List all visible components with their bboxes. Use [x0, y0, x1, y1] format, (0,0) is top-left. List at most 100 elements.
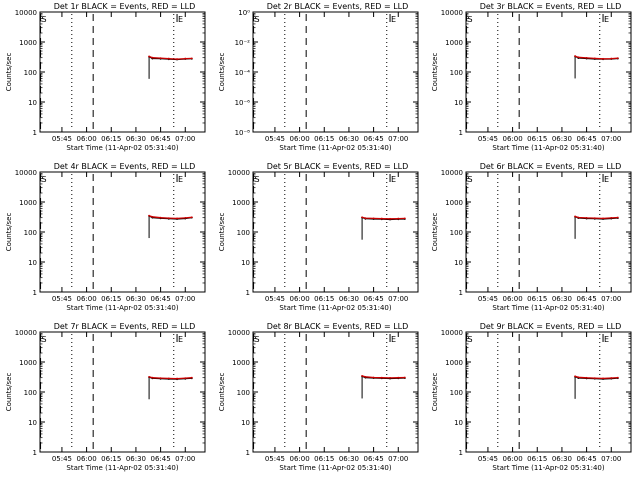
data-point	[190, 57, 193, 60]
detector-panel-2: Det 2r BLACK = Events, RED = LLD 10⁻⁸ 10⁻⁶…	[218, 2, 419, 152]
end-marker-label: E	[391, 175, 396, 184]
x-tick-label: 06:15	[314, 135, 334, 143]
detector-panel-8: Det 8r BLACK = Events, RED = LLD 1 10 100 10…	[218, 322, 419, 472]
x-tick-label: 07:00	[601, 455, 621, 463]
chart-title: Det 3r BLACK = Events, RED = LLD	[480, 2, 622, 11]
x-tick-label: 06:15	[101, 455, 121, 463]
y-tick-label: 1000	[19, 39, 37, 47]
y-tick-label: 10000	[15, 9, 37, 17]
x-tick-label: 06:00	[290, 135, 310, 143]
data-point	[176, 377, 178, 380]
y-tick-label: 1	[33, 289, 37, 297]
y-tick-label: 100	[450, 69, 463, 77]
x-tick-label: 05:45	[52, 135, 72, 143]
x-tick-label: 05:45	[265, 295, 285, 303]
y-tick-label: 10	[454, 419, 463, 427]
y-tick-label: 10000	[15, 169, 37, 177]
detector-panel-4: Det 4r BLACK = Events, RED = LLD 1 10 100 10…	[5, 162, 206, 312]
end-marker-label: E	[391, 15, 396, 24]
data-point	[364, 217, 367, 220]
x-tick-label: 06:00	[77, 455, 97, 463]
y-tick-label: 100	[24, 229, 37, 237]
x-axis-label: Start Time (11-Apr-02 05:31:40)	[66, 304, 178, 312]
x-tick-label: 06:00	[503, 455, 523, 463]
start-marker-label: S	[42, 175, 47, 184]
detector-panel-9: Det 9r BLACK = Events, RED = LLD 1 10 100 10…	[431, 322, 632, 472]
x-tick-label: 06:30	[339, 135, 359, 143]
data-point	[403, 376, 406, 379]
plot-frame	[252, 11, 419, 133]
data-point	[372, 376, 375, 379]
data-point	[176, 58, 178, 60]
end-marker-label: E	[391, 335, 396, 344]
plot-frame	[252, 171, 419, 293]
y-axis-label: Counts/sec	[5, 213, 13, 252]
plot-frame	[39, 11, 206, 133]
y-tick-label: 10	[454, 99, 463, 107]
x-tick-label: 06:15	[101, 295, 121, 303]
x-tick-label: 05:45	[52, 295, 72, 303]
x-tick-label: 07:00	[175, 455, 195, 463]
x-axis-label: Start Time (11-Apr-02 05:31:40)	[492, 304, 604, 312]
x-tick-label: 06:45	[151, 135, 171, 143]
x-tick-label: 06:00	[503, 135, 523, 143]
chart-title: Det 9r BLACK = Events, RED = LLD	[480, 322, 622, 331]
data-point	[610, 217, 613, 219]
x-axis-label: Start Time (11-Apr-02 05:31:40)	[492, 144, 604, 152]
plot-frame	[39, 331, 206, 453]
x-axis-label: Start Time (11-Apr-02 05:31:40)	[66, 144, 178, 152]
x-tick-label: 06:45	[364, 295, 384, 303]
y-tick-label: 10	[28, 99, 37, 107]
y-tick-label: 10000	[228, 329, 250, 337]
y-tick-label: 1000	[232, 359, 250, 367]
x-tick-label: 05:45	[478, 135, 498, 143]
chart-title: Det 7r BLACK = Events, RED = LLD	[54, 322, 196, 331]
start-marker-label: S	[468, 175, 473, 184]
y-tick-label: 10	[241, 419, 250, 427]
start-marker-label: S	[468, 15, 473, 24]
y-tick-label: 100	[24, 69, 37, 77]
end-marker-label: E	[178, 175, 183, 184]
start-marker-label: S	[255, 15, 260, 24]
data-point	[389, 217, 391, 220]
y-tick-label: 10⁻²	[235, 39, 251, 47]
x-tick-label: 06:30	[552, 135, 572, 143]
start-marker-label: S	[42, 15, 47, 24]
y-tick-label: 100	[237, 389, 250, 397]
y-tick-label: 1	[459, 449, 463, 457]
data-point	[148, 375, 150, 378]
x-tick-label: 06:30	[126, 295, 146, 303]
y-axis-label: Counts/sec	[5, 373, 13, 412]
plot-frame	[252, 331, 419, 453]
y-tick-label: 1000	[445, 199, 463, 207]
x-tick-label: 06:30	[552, 295, 572, 303]
data-point	[602, 57, 604, 60]
detector-panel-7: Det 7r BLACK = Events, RED = LLD 1 10 100 10…	[5, 322, 206, 472]
y-tick-label: 1000	[445, 39, 463, 47]
y-tick-label: 10000	[228, 169, 250, 177]
x-tick-label: 06:15	[314, 455, 334, 463]
y-tick-label: 100	[24, 389, 37, 397]
data-point	[593, 57, 596, 60]
x-tick-label: 07:00	[388, 455, 408, 463]
y-tick-label: 1000	[19, 359, 37, 367]
x-tick-label: 06:45	[577, 455, 597, 463]
y-tick-label: 10	[241, 259, 250, 267]
data-point	[585, 217, 588, 219]
x-tick-label: 06:45	[577, 135, 597, 143]
y-tick-label: 1000	[19, 199, 37, 207]
data-point	[372, 217, 375, 220]
chart-title: Det 8r BLACK = Events, RED = LLD	[267, 322, 409, 331]
x-tick-label: 07:00	[388, 295, 408, 303]
start-marker-label: S	[255, 175, 260, 184]
data-point	[593, 377, 596, 380]
end-marker-label: E	[604, 15, 609, 24]
data-point	[184, 57, 187, 60]
x-tick-label: 06:30	[552, 455, 572, 463]
y-tick-label: 1	[33, 129, 37, 137]
y-tick-label: 10⁻⁴	[235, 69, 251, 77]
y-tick-label: 10⁻⁸	[235, 129, 251, 137]
data-point	[361, 216, 363, 219]
chart-title: Det 6r BLACK = Events, RED = LLD	[480, 162, 622, 171]
